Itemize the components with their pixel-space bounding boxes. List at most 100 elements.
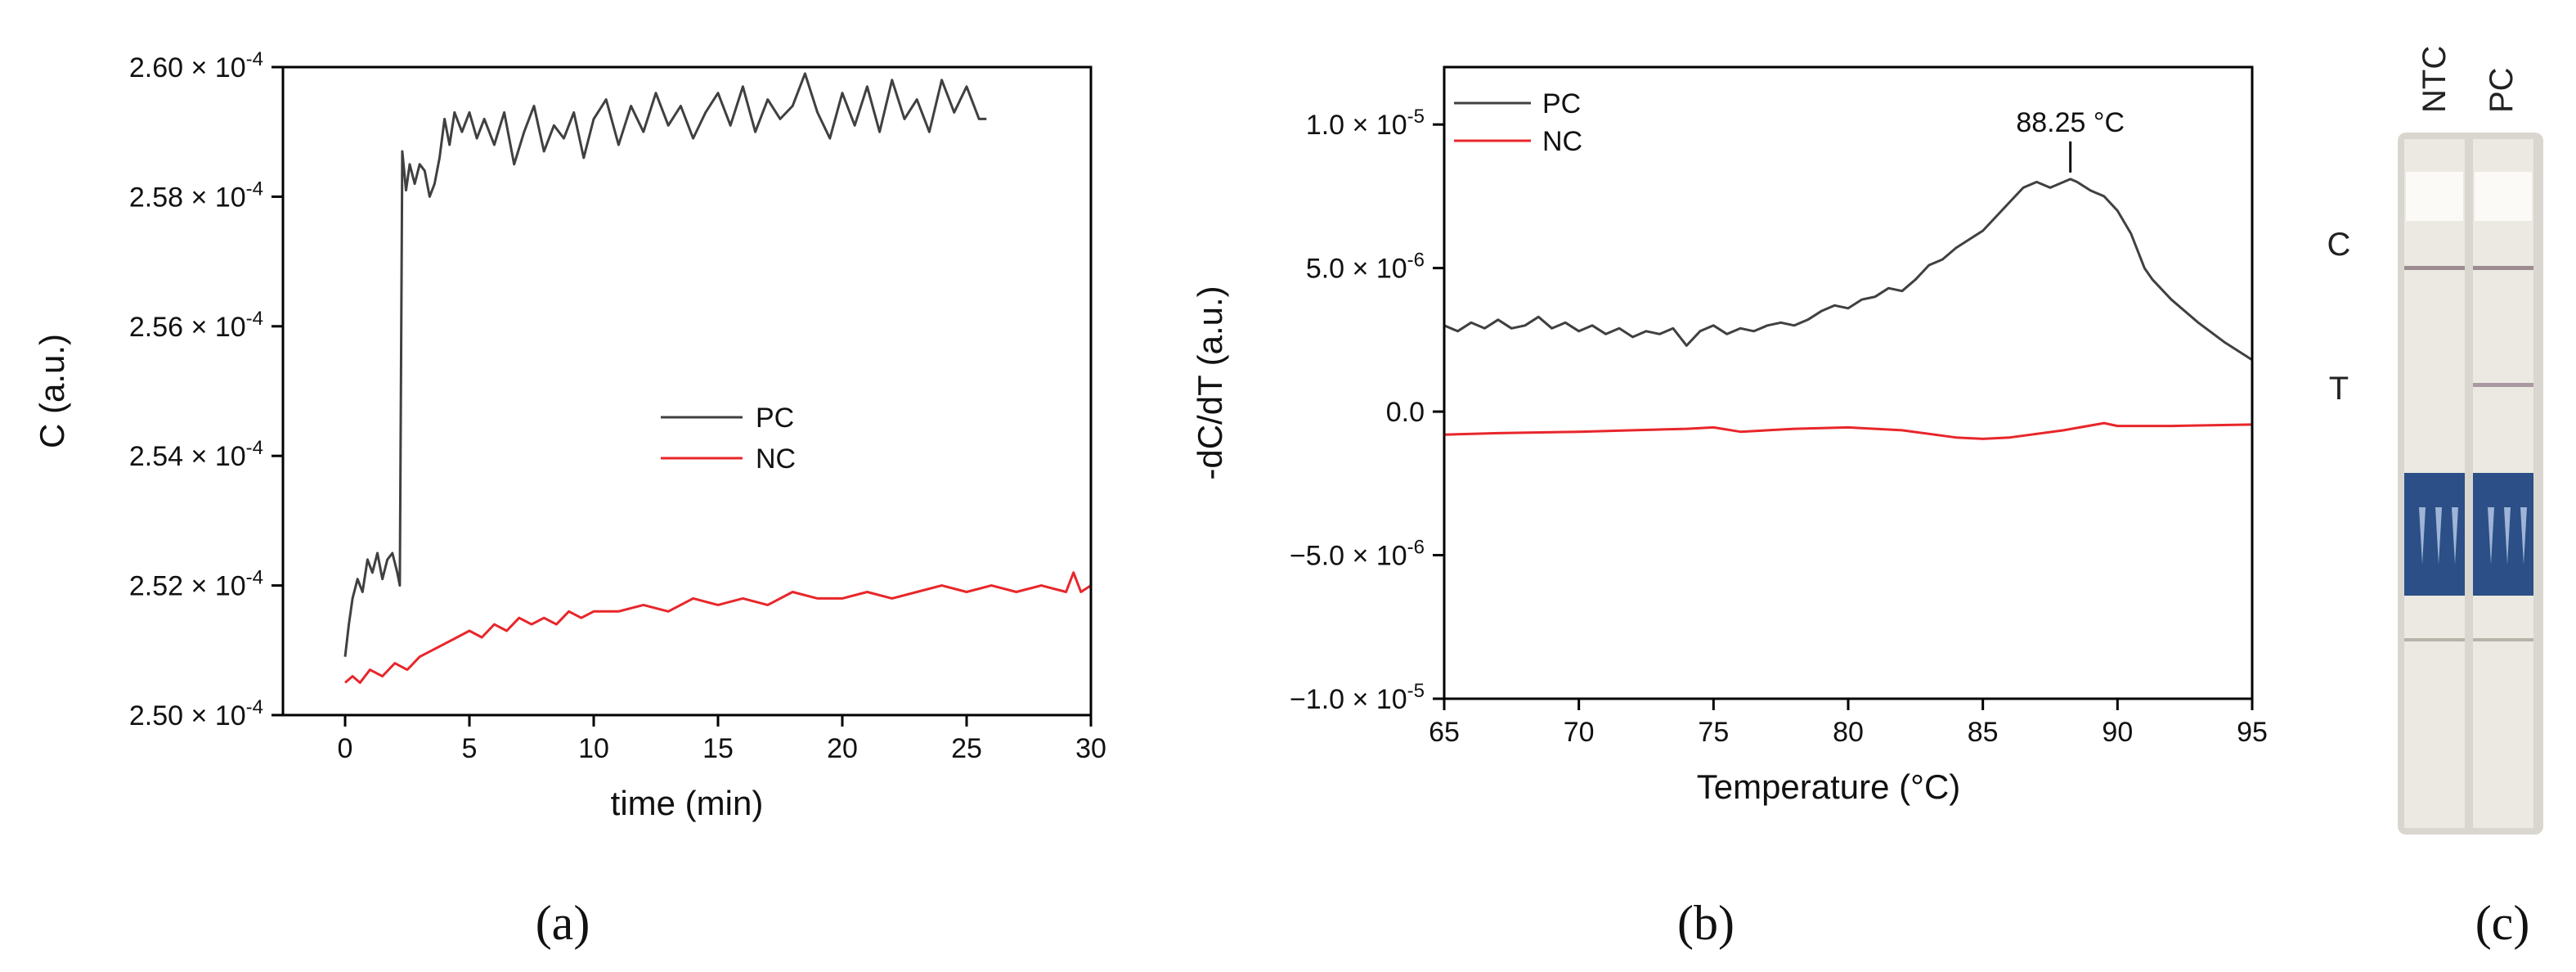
chart-a-y-tick-mantissa: 2.58	[129, 182, 183, 213]
chart-a-y-tick-label: 2.54 × 10-4	[129, 437, 263, 472]
chart-a-y-tick-exponent: -4	[246, 696, 263, 718]
chart-a-x-tick-label: 0	[338, 733, 353, 764]
chart-a-y-tick-label: 2.60 × 10-4	[129, 48, 263, 83]
chart-b-x-tick-label: 75	[1698, 717, 1729, 748]
chart-b-y-tick-times: × 10	[1344, 254, 1407, 285]
chart-a-x-tick-label: 25	[951, 733, 982, 764]
chart-b-x-tick-label: 95	[2237, 717, 2268, 748]
chart-b-y-tick-times: × 10	[1344, 110, 1407, 141]
strip-ntc-arrow	[2435, 507, 2442, 565]
chart-b-y-tick-label: 5.0 × 10-6	[1306, 250, 1425, 285]
chart-a-legend-nc: NC	[756, 443, 796, 475]
chart-a-y-tick-times: × 10	[183, 571, 246, 602]
chart-a-legend: PC NC	[661, 403, 796, 475]
chart-b-y-tick-times: × 10	[1344, 684, 1407, 715]
strip-ntc-divider	[2404, 638, 2465, 641]
chart-b-y-axis-label: -dC/dT (a.u.)	[1191, 286, 1229, 479]
chart-b-y-tick-mantissa: −5.0	[1290, 541, 1344, 572]
chart-b-peak-annotation: 88.25 °C	[2016, 107, 2125, 173]
chart-a-y-tick-exponent: -4	[246, 308, 263, 330]
chart-b-y-tick-mantissa: −1.0	[1290, 684, 1344, 715]
chart-a-y-tick-label: 2.56 × 10-4	[129, 308, 263, 343]
strip-pc-test-line	[2473, 383, 2533, 387]
chart-a-y-tick-times: × 10	[183, 182, 246, 213]
chart-b-y-tick-label: 1.0 × 10-5	[1306, 106, 1425, 141]
chart-a-x-tick-label: 20	[827, 733, 858, 764]
chart-b-x-tick-label: 70	[1564, 717, 1595, 748]
chart-a-y-tick-label: 2.50 × 10-4	[129, 696, 263, 731]
panel-label-b: (b)	[1677, 896, 1735, 950]
chart-b-x-ticks: 65 70 75 80 85 90 95	[1429, 699, 2268, 748]
strip-pc-sample-pad	[2475, 172, 2532, 221]
chart-a-frame	[281, 65, 1093, 717]
chart-b-y-tick-mantissa: 5.0	[1306, 254, 1344, 285]
strip-pc	[2473, 139, 2533, 828]
chart-a-legend-pc: PC	[756, 403, 794, 434]
chart-a-x-axis-label: time (min)	[611, 784, 764, 822]
chart-b-x-axis-label: Temperature (°C)	[1697, 767, 1961, 806]
chart-a-y-tick-mantissa: 2.60	[129, 52, 183, 83]
control-line-label: C	[2327, 227, 2351, 263]
chart-a-y-tick-times: × 10	[183, 52, 246, 83]
chart-b-y-tick-exponent: -6	[1407, 537, 1425, 559]
test-line-label: T	[2329, 371, 2349, 407]
chart-b-y-tick-mantissa: 0.0	[1386, 397, 1425, 428]
chart-a-y-axis-label: C (a.u.)	[33, 334, 71, 448]
chart-b-y-tick-exponent: -5	[1407, 680, 1425, 702]
chart-a-y-tick-exponent: -4	[246, 567, 263, 589]
panel-label-c: (c)	[2475, 896, 2530, 950]
chart-b-peak-label: 88.25 °C	[2016, 107, 2125, 138]
chart-a-y-tick-label: 2.52 × 10-4	[129, 567, 263, 602]
lane-label-ntc: NTC	[2417, 46, 2453, 113]
test-strip-panel: NTC PC C T	[2327, 46, 2543, 835]
chart-b-y-tick-label: −1.0 × 10-5	[1290, 680, 1425, 715]
chart-b-line-nc	[1443, 421, 2253, 440]
chart-b-y-tick-mantissa: 1.0	[1306, 110, 1344, 141]
chart-a-line-nc	[344, 571, 1092, 684]
chart-a-y-tick-mantissa: 2.52	[129, 571, 183, 602]
panel-label-a: (a)	[536, 896, 590, 950]
chart-b-y-tick-label: −5.0 × 10-6	[1290, 537, 1425, 572]
chart-a-y-tick-label: 2.58 × 10-4	[129, 178, 263, 213]
chart-b-frame	[1443, 65, 2254, 700]
strip-pc-arrow	[2504, 507, 2511, 565]
chart-b-y-tick-times: × 10	[1344, 541, 1407, 572]
strip-pc-arrow	[2488, 507, 2494, 565]
chart-b: 65 70 75 80 85 90 95 −1.0 × 10-5−5.0 × 10-60.0…	[1191, 65, 2268, 806]
chart-b-legend-pc: PC	[1542, 88, 1581, 119]
strip-pc-arrow	[2520, 507, 2527, 565]
chart-a-y-tick-exponent: -4	[246, 48, 263, 70]
chart-a-x-tick-label: 30	[1075, 733, 1106, 764]
chart-a-series	[343, 72, 1092, 684]
chart-b-x-tick-label: 85	[1968, 717, 1999, 748]
chart-a-line-pc	[343, 72, 987, 657]
lane-label-pc: PC	[2484, 67, 2520, 113]
chart-a-y-tick-times: × 10	[183, 441, 246, 472]
chart-b-legend: PC NC	[1454, 88, 1582, 157]
chart-b-legend-nc: NC	[1542, 126, 1582, 157]
chart-a-y-tick-times: × 10	[183, 312, 246, 343]
chart-a-y-tick-exponent: -4	[246, 178, 263, 200]
chart-b-x-tick-label: 80	[1833, 717, 1864, 748]
chart-a-x-ticks: 0 5 10 15 20 25 30	[338, 715, 1106, 764]
chart-a: 0 5 10 15 20 25 30 2.50 × 10-42.52 × 10-42.54 …	[33, 48, 1106, 822]
chart-b-y-ticks: −1.0 × 10-5−5.0 × 10-60.05.0 × 10-61.0 ×…	[1290, 106, 1444, 715]
chart-a-x-tick-label: 5	[462, 733, 478, 764]
chart-a-y-tick-mantissa: 2.56	[129, 312, 183, 343]
chart-b-y-tick-label: 0.0	[1386, 397, 1425, 428]
chart-b-y-tick-exponent: -6	[1407, 250, 1425, 272]
chart-a-y-tick-exponent: -4	[246, 437, 263, 459]
strip-ntc-control-line	[2404, 266, 2465, 270]
strip-pc-divider	[2473, 638, 2533, 641]
chart-a-x-tick-label: 10	[578, 733, 609, 764]
strip-ntc-arrow	[2452, 507, 2458, 565]
chart-a-y-tick-times: × 10	[183, 700, 246, 731]
chart-a-y-tick-mantissa: 2.54	[129, 441, 183, 472]
strip-ntc	[2404, 139, 2465, 828]
chart-b-series	[1443, 178, 2253, 440]
chart-b-x-tick-label: 90	[2102, 717, 2133, 748]
chart-b-line-pc	[1443, 178, 2253, 362]
strip-ntc-arrow	[2419, 507, 2426, 565]
chart-a-y-ticks: 2.50 × 10-42.52 × 10-42.54 × 10-42.56 × …	[129, 48, 283, 731]
